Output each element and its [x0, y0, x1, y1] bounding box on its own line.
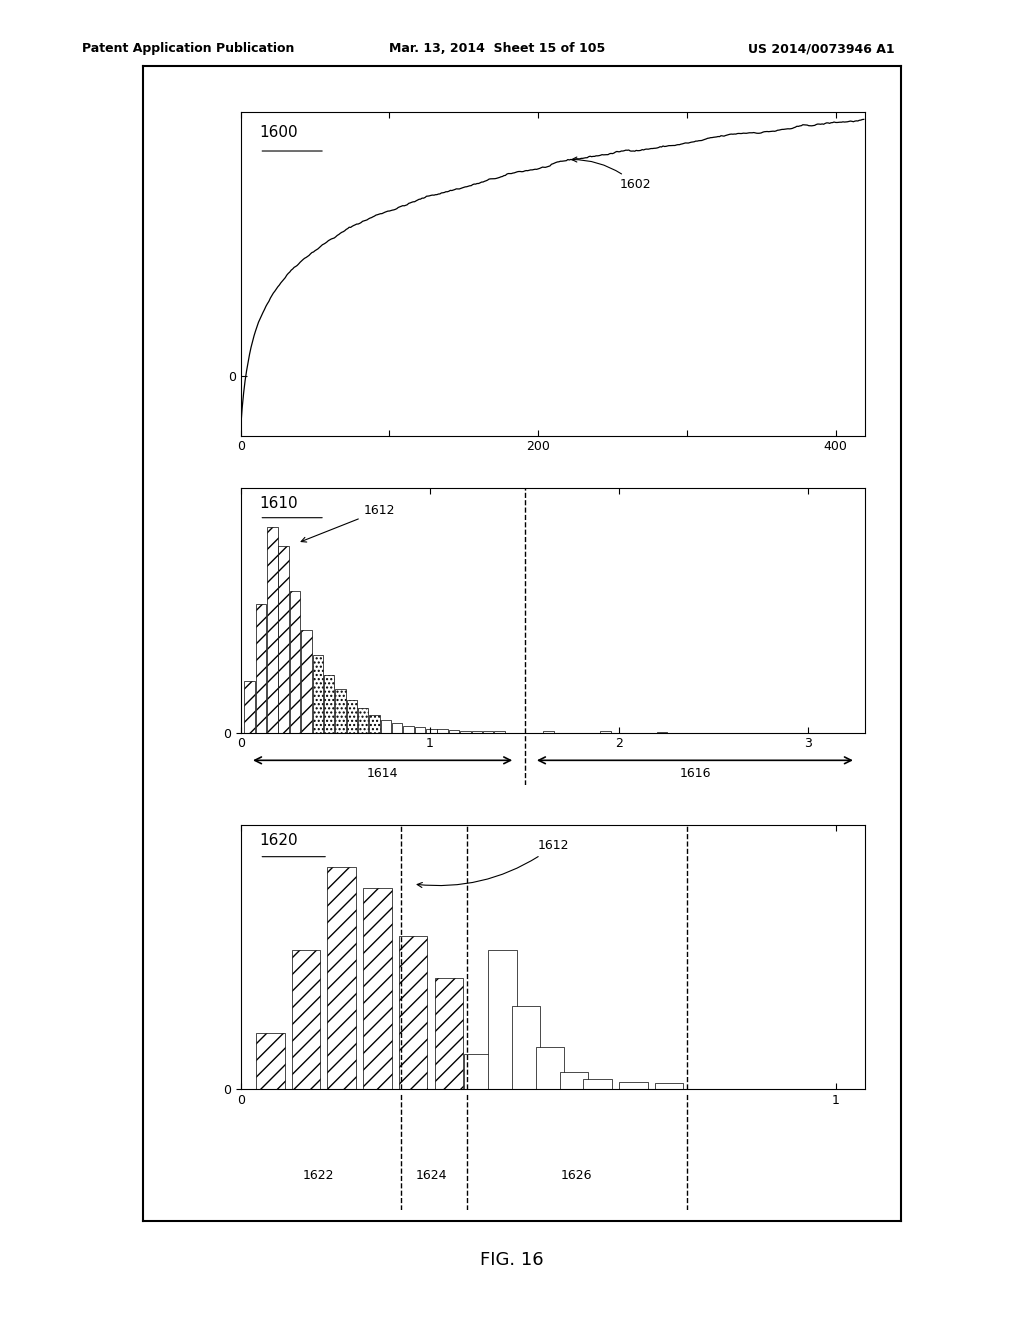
Bar — [256, 1034, 285, 1089]
Bar — [358, 708, 369, 733]
Bar — [370, 714, 380, 733]
Text: 1610: 1610 — [259, 496, 298, 511]
Bar — [347, 701, 357, 733]
Text: 1616: 1616 — [679, 767, 711, 780]
Text: US 2014/0073946 A1: US 2014/0073946 A1 — [748, 42, 894, 55]
Text: 1620: 1620 — [259, 833, 298, 847]
Bar — [364, 887, 392, 1089]
Bar — [324, 675, 334, 733]
Bar — [559, 1072, 588, 1089]
Text: Patent Application Publication: Patent Application Publication — [82, 42, 294, 55]
Text: 1602: 1602 — [571, 157, 651, 191]
Text: Mar. 13, 2014  Sheet 15 of 105: Mar. 13, 2014 Sheet 15 of 105 — [389, 42, 605, 55]
Bar — [381, 719, 391, 733]
Bar — [301, 630, 311, 733]
Bar — [584, 1078, 612, 1089]
Bar — [449, 730, 459, 733]
Bar — [312, 656, 323, 733]
Text: 1626: 1626 — [561, 1170, 593, 1183]
Bar — [437, 730, 447, 733]
Text: 1612: 1612 — [417, 840, 569, 887]
Bar — [488, 950, 517, 1089]
Bar — [618, 1082, 647, 1089]
Bar — [335, 689, 346, 733]
Bar — [512, 1006, 541, 1089]
Bar — [399, 936, 427, 1089]
Text: 1622: 1622 — [302, 1170, 334, 1183]
Bar — [472, 731, 482, 733]
Bar — [267, 527, 278, 733]
Text: 1614: 1614 — [367, 767, 398, 780]
Bar — [279, 546, 289, 733]
Bar — [434, 978, 463, 1089]
Bar — [292, 950, 321, 1089]
Bar — [245, 681, 255, 733]
Text: 1624: 1624 — [416, 1170, 446, 1183]
Text: FIG. 16: FIG. 16 — [480, 1251, 544, 1270]
Text: 1600: 1600 — [259, 125, 298, 140]
Bar — [403, 726, 414, 733]
Bar — [654, 1084, 683, 1089]
Bar — [415, 727, 425, 733]
Bar — [392, 723, 402, 733]
Bar — [464, 1055, 493, 1089]
Bar — [290, 591, 300, 733]
Bar — [536, 1047, 564, 1089]
Bar — [256, 605, 266, 733]
Bar — [328, 867, 356, 1089]
Bar — [426, 729, 436, 733]
Text: 1612: 1612 — [301, 504, 395, 543]
Bar — [460, 731, 471, 733]
